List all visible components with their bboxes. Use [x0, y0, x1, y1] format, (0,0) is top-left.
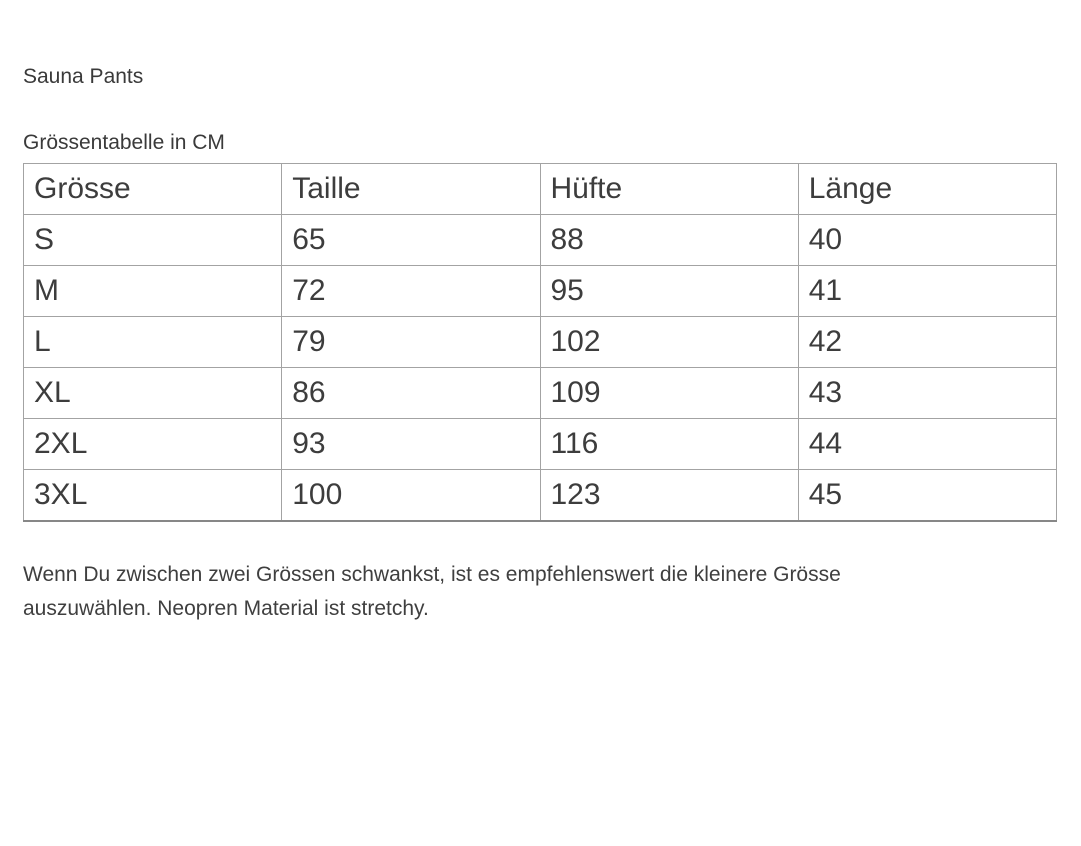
table-row-l: L 79 102 42: [22, 316, 1058, 368]
table-row-2xl: 2XL 93 116 44: [22, 418, 1058, 470]
sizing-note: Wenn Du zwischen zwei Grössen schwankst,…: [23, 558, 1058, 626]
cell-laenge: 45: [797, 469, 1058, 522]
cell-size: S: [22, 214, 283, 266]
size-table: Grösse Taille Hüfte Länge S 65 88 40 M 7…: [22, 163, 1058, 522]
cell-huefte: 88: [539, 214, 799, 266]
cell-size: M: [22, 265, 283, 317]
table-row-s: S 65 88 40: [22, 214, 1058, 266]
cell-size: 3XL: [22, 469, 283, 522]
cell-taille: 79: [281, 316, 541, 368]
size-table-header-row: Grösse Taille Hüfte Länge: [22, 163, 1058, 215]
cell-laenge: 44: [797, 418, 1058, 470]
cell-taille: 93: [281, 418, 541, 470]
cell-laenge: 40: [797, 214, 1058, 266]
sizing-note-line-1: Wenn Du zwischen zwei Grössen schwankst,…: [23, 563, 841, 586]
cell-laenge: 42: [797, 316, 1058, 368]
cell-taille: 72: [281, 265, 541, 317]
product-title: Sauna Pants: [23, 65, 144, 88]
sizing-note-line-2: auszuwählen. Neopren Material ist stretc…: [23, 597, 429, 620]
table-row-m: M 72 95 41: [22, 265, 1058, 317]
header-cell-taille: Taille: [281, 163, 541, 215]
header-cell-laenge: Länge: [797, 163, 1058, 215]
cell-taille: 65: [281, 214, 541, 266]
cell-taille: 100: [281, 469, 541, 522]
cell-huefte: 116: [539, 418, 799, 470]
cell-size: XL: [22, 367, 283, 419]
cell-laenge: 41: [797, 265, 1058, 317]
cell-size: 2XL: [22, 418, 283, 470]
product-size-page: Sauna Pants Grössentabelle in CM Grösse …: [22, 65, 1058, 626]
table-row-xl: XL 86 109 43: [22, 367, 1058, 419]
header-cell-huefte: Hüfte: [539, 163, 799, 215]
cell-laenge: 43: [797, 367, 1058, 419]
cell-huefte: 95: [539, 265, 799, 317]
cell-huefte: 109: [539, 367, 799, 419]
cell-huefte: 102: [539, 316, 799, 368]
cell-size: L: [22, 316, 283, 368]
size-table-caption: Grössentabelle in CM: [23, 131, 225, 154]
header-cell-groesse: Grösse: [22, 163, 283, 215]
table-row-3xl: 3XL 100 123 45: [22, 469, 1058, 522]
cell-taille: 86: [281, 367, 541, 419]
cell-huefte: 123: [539, 469, 799, 522]
